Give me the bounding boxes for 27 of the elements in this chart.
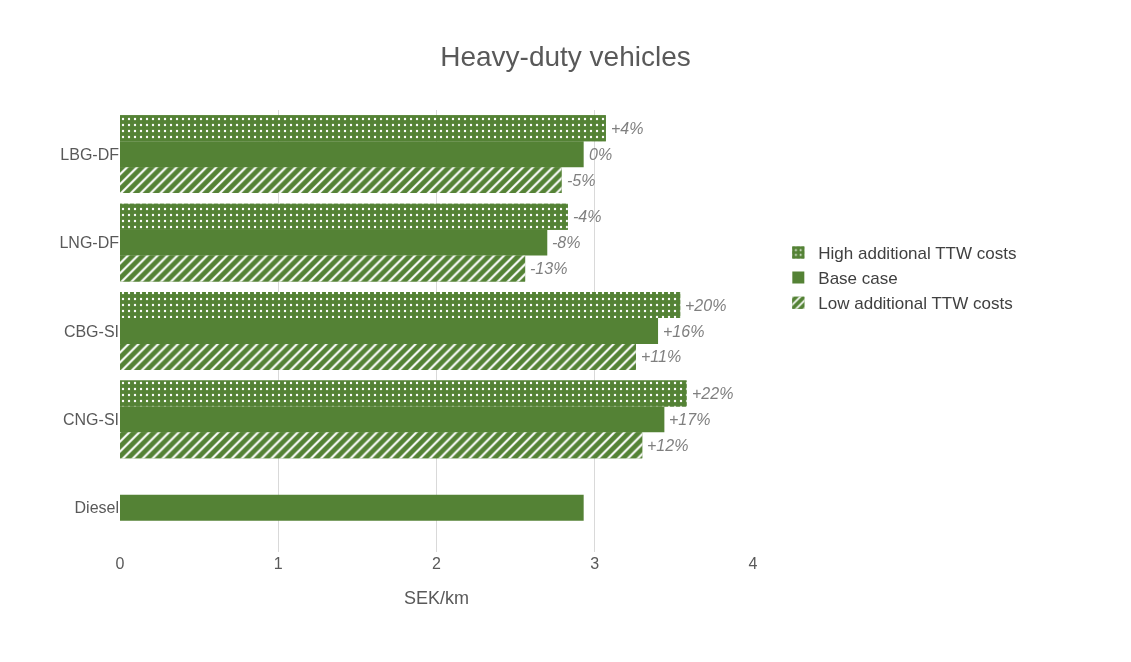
y-tick-label: Diesel: [74, 499, 119, 517]
annotation: +12%: [647, 437, 689, 454]
x-tick-label: 1: [273, 555, 283, 572]
x-tick-label: 4: [748, 555, 758, 572]
chart-title: Heavy-duty vehicles: [440, 40, 691, 72]
legend-label: High additional TTW costs: [818, 244, 1017, 264]
y-tick-label: CNG-SI: [63, 411, 119, 428]
annotation: +16%: [663, 323, 705, 340]
x-tick-label: 3: [590, 555, 600, 572]
annotation: -8%: [552, 234, 581, 251]
y-tick-label: LNG-DF: [59, 234, 120, 252]
annotation: 0%: [589, 146, 613, 163]
annotation: +4%: [611, 120, 644, 137]
legend-label: Low additional TTW costs: [818, 294, 1013, 314]
legend-label: Base case: [818, 269, 898, 289]
annotation: -13%: [530, 260, 568, 277]
x-axis-title: SEK/km: [403, 588, 470, 609]
y-tick-label: CBG-SI: [63, 322, 119, 340]
annotation: +17%: [669, 411, 711, 428]
x-tick-label: 2: [432, 555, 442, 572]
annotation: +22%: [692, 385, 734, 402]
annotation: +11%: [641, 348, 682, 365]
annotation: +20%: [685, 297, 727, 314]
x-tick-label: 0: [115, 555, 125, 572]
y-tick-label: LBG-DF: [60, 145, 120, 163]
annotation: -4%: [573, 208, 602, 225]
annotation: -5%: [567, 172, 596, 189]
